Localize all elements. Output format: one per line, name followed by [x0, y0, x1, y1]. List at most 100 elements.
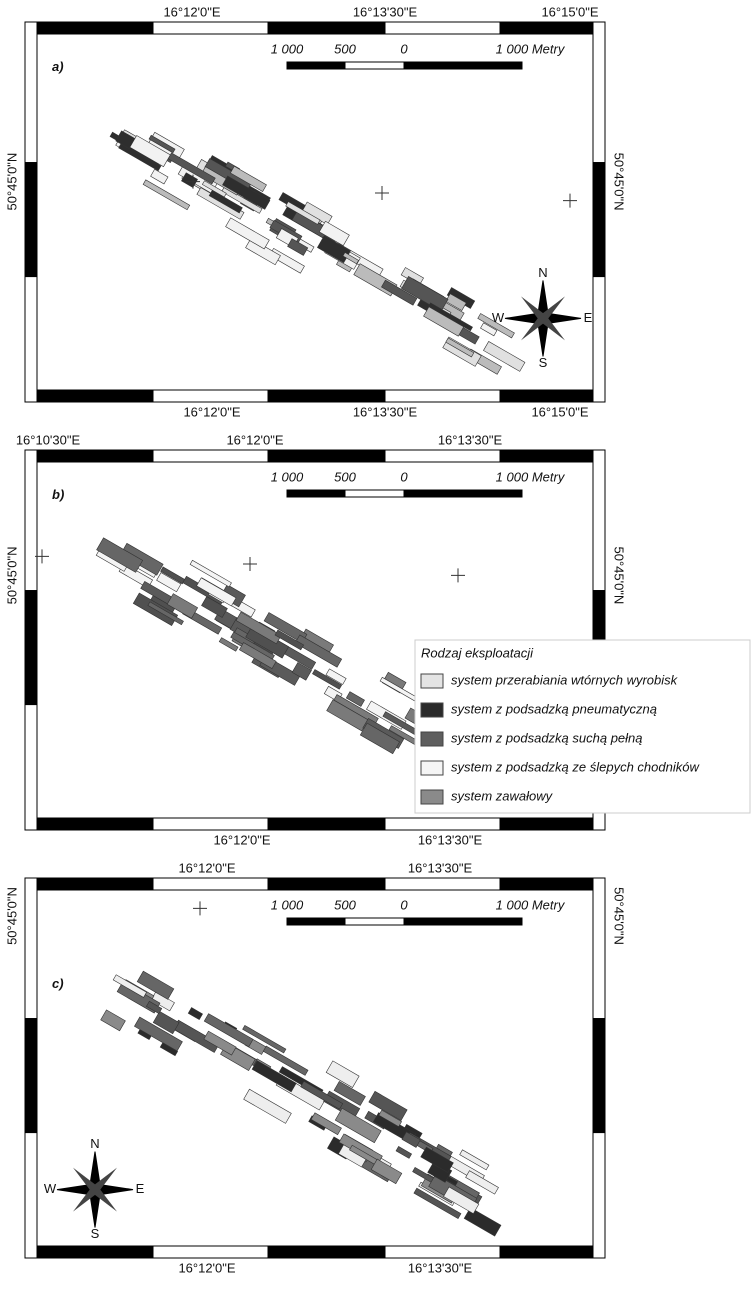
scale-label: 1 000 Metry — [496, 41, 566, 56]
border-segment — [153, 390, 268, 402]
scale-label: 0 — [400, 897, 408, 912]
border-segment — [268, 22, 385, 34]
legend-box — [415, 640, 750, 813]
longitude-label: 16°12'0"E — [163, 4, 220, 19]
border-segment — [25, 1246, 153, 1258]
border-segment — [500, 22, 605, 34]
scale-label: 500 — [334, 41, 356, 56]
border-segment — [153, 22, 268, 34]
scale-segment — [345, 918, 404, 925]
border-segment — [25, 878, 37, 1019]
legend-label: system zawałowy — [451, 788, 554, 803]
panel-label: c) — [52, 976, 64, 991]
scale-segment — [345, 490, 404, 497]
border-segment — [500, 390, 605, 402]
compass-letter: S — [539, 355, 548, 370]
legend-swatch — [421, 732, 443, 746]
border-segment — [25, 1133, 37, 1258]
legend-swatch — [421, 761, 443, 775]
border-segment — [268, 818, 385, 830]
border-segment — [25, 390, 153, 402]
panel-label: a) — [52, 59, 64, 74]
map-area — [37, 890, 593, 1246]
scale-segment — [404, 62, 522, 69]
panel-label: b) — [52, 487, 64, 502]
border-segment — [500, 818, 605, 830]
longitude-label: 16°13'30"E — [408, 1260, 473, 1275]
scale-label: 1 000 — [271, 41, 304, 56]
border-segment — [268, 878, 385, 890]
border-segment — [153, 1246, 268, 1258]
border-segment — [25, 22, 37, 163]
longitude-label: 16°12'0"E — [226, 432, 283, 447]
compass-letter: E — [136, 1181, 145, 1196]
border-segment — [25, 818, 153, 830]
scale-segment — [287, 918, 345, 925]
scale-label: 0 — [400, 41, 408, 56]
border-segment — [385, 390, 500, 402]
border-segment — [593, 878, 605, 1019]
border-segment — [25, 22, 153, 34]
legend-label: system przerabiania wtórnych wyrobisk — [451, 672, 679, 687]
latitude-label: 50°45'0"N — [612, 887, 627, 945]
scale-segment — [404, 490, 522, 497]
scale-segment — [287, 490, 345, 497]
longitude-label: 16°12'0"E — [178, 1260, 235, 1275]
border-segment — [153, 450, 268, 462]
border-segment — [153, 818, 268, 830]
border-segment — [500, 450, 605, 462]
legend-swatch — [421, 703, 443, 717]
scale-label: 0 — [400, 469, 408, 484]
border-segment — [593, 1019, 605, 1133]
border-segment — [593, 450, 605, 591]
latitude-label: 50°45'0"N — [612, 153, 627, 211]
border-segment — [593, 277, 605, 402]
scale-segment — [345, 62, 404, 69]
border-segment — [25, 591, 37, 705]
compass-letter: N — [90, 1136, 99, 1151]
compass-letter: N — [538, 265, 547, 280]
scale-segment — [404, 918, 522, 925]
longitude-label: 16°13'30"E — [438, 432, 503, 447]
longitude-label: 16°10'30"E — [16, 432, 81, 447]
longitude-label: 16°13'30"E — [353, 404, 418, 419]
legend-label: system z podsadzką suchą pełną — [451, 730, 643, 745]
scale-label: 1 000 — [271, 897, 304, 912]
border-segment — [500, 1246, 605, 1258]
border-segment — [268, 1246, 385, 1258]
border-segment — [385, 878, 500, 890]
compass-letter: E — [584, 310, 593, 325]
border-segment — [500, 878, 605, 890]
latitude-label: 50°45'0"N — [4, 153, 19, 211]
border-segment — [25, 705, 37, 830]
border-segment — [593, 1133, 605, 1258]
scale-label: 500 — [334, 469, 356, 484]
legend-label: system z podsadzką pneumatyczną — [451, 701, 657, 716]
border-segment — [25, 163, 37, 277]
longitude-label: 16°13'30"E — [418, 832, 483, 847]
longitude-label: 16°15'0"E — [531, 404, 588, 419]
scale-label: 1 000 Metry — [496, 469, 566, 484]
border-segment — [25, 878, 153, 890]
border-segment — [25, 450, 37, 591]
figure: 16°12'0"E 16°13'30"E 16°15'0"E 16°12'0"E 16°… — [0, 0, 753, 1303]
border-segment — [25, 277, 37, 402]
latitude-label: 50°45'0"N — [612, 546, 627, 604]
scale-label: 1 000 — [271, 469, 304, 484]
longitude-label: 16°12'0"E — [183, 404, 240, 419]
border-segment — [25, 1019, 37, 1133]
legend-label: system z podsadzką ze ślepych chodników — [451, 759, 700, 774]
scale-label: 1 000 Metry — [496, 897, 566, 912]
border-segment — [385, 22, 500, 34]
border-segment — [593, 163, 605, 277]
longitude-label: 16°12'0"E — [213, 832, 270, 847]
scale-segment — [287, 62, 345, 69]
border-segment — [385, 1246, 500, 1258]
legend-swatch — [421, 674, 443, 688]
longitude-label: 16°13'30"E — [353, 4, 418, 19]
compass-letter: W — [492, 310, 505, 325]
longitude-label: 16°13'30"E — [408, 860, 473, 875]
border-segment — [153, 878, 268, 890]
